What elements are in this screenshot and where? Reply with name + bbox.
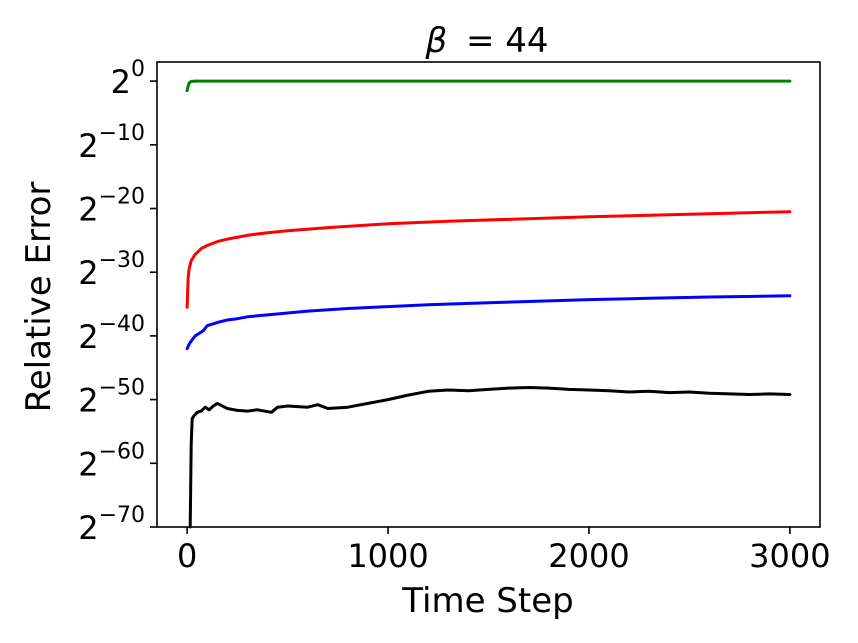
x-axis-label: Time Step [401,581,573,621]
y-tick-exponent-5: −50 [99,376,145,401]
y-tick-exponent-0: 0 [131,57,145,82]
y-tick-base-6: 2 [78,445,98,483]
y-tick-base-5: 2 [78,382,98,420]
y-tick-label-4: 2−40 [78,312,145,356]
y-tick-label-5: 2−50 [78,376,145,420]
y-tick-exponent-3: −30 [99,248,145,273]
y-tick-exponent-2: −20 [99,185,145,210]
series-line-3 [188,386,792,529]
x-tick-label-2: 2000 [548,537,629,575]
chart-title-value: = 44 [466,21,549,61]
y-tick-base-2: 2 [78,191,98,229]
plot-area-frame [156,61,821,528]
y-tick-base-4: 2 [78,318,98,356]
x-axis-ticks: 0 1000 2000 3000 [177,527,831,575]
y-tick-label-1: 2−10 [78,121,145,165]
y-tick-label-2: 2−20 [78,185,145,229]
y-tick-exponent-1: −10 [99,121,145,146]
x-tick-label-0: 0 [177,537,197,575]
series-line-0 [185,79,792,93]
y-axis-ticks: 202−102−202−302−402−502−602−70 [78,57,157,547]
x-tick-label-3: 3000 [749,537,830,575]
y-tick-label-0: 20 [111,57,145,101]
y-tick-label-6: 2−60 [78,439,145,483]
y-tick-exponent-6: −60 [99,439,145,464]
y-tick-label-3: 2−30 [78,248,145,292]
x-tick-label-1: 1000 [347,537,428,575]
y-tick-base-3: 2 [78,254,98,292]
series-layer [185,79,792,529]
series-line-1 [185,210,792,309]
y-tick-exponent-4: −40 [99,312,145,337]
y-tick-exponent-7: −70 [99,503,145,528]
series-line-2 [185,294,792,351]
y-tick-label-7: 2−70 [78,503,145,547]
chart-title-symbol: β [424,21,447,61]
y-tick-base-1: 2 [78,127,98,165]
y-axis-label: Relative Error [19,182,59,413]
chart-title: β = 44 [424,21,548,61]
y-tick-base-0: 2 [111,63,131,101]
y-tick-base-7: 2 [78,509,98,547]
